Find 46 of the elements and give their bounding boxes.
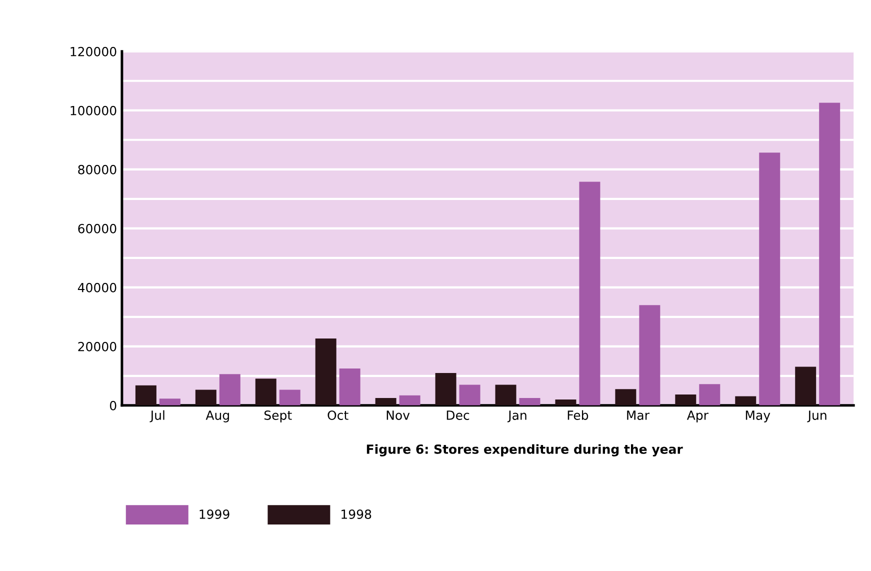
x-tick-label: May xyxy=(746,410,770,422)
y-tick-label: 80000 xyxy=(78,164,116,174)
legend-label: 1998 xyxy=(342,510,372,519)
x-tick-label: Sept xyxy=(264,410,292,422)
x-tick-label: Dec xyxy=(446,410,470,420)
x-tick-label: Oct xyxy=(328,410,348,420)
bar xyxy=(375,398,396,406)
bar xyxy=(195,390,216,406)
bar xyxy=(615,389,636,406)
x-tick-label: Feb xyxy=(568,410,588,420)
bar xyxy=(795,366,816,406)
x-tick-label: Apr xyxy=(686,410,708,422)
bar xyxy=(675,394,696,406)
bar xyxy=(339,368,360,406)
y-tick-label: 40000 xyxy=(78,282,116,292)
text: Figure 6: Stores expenditure during the year xyxy=(366,444,683,456)
bar xyxy=(735,396,756,406)
bar xyxy=(759,152,780,406)
bar xyxy=(519,398,540,406)
bar xyxy=(495,384,516,406)
y-tick-label: 120000 xyxy=(70,46,116,56)
bar xyxy=(135,385,156,406)
x-tick-label: Jan xyxy=(507,410,526,422)
bar xyxy=(315,338,336,406)
y-tick-label: 20000 xyxy=(78,342,116,352)
bar xyxy=(555,400,576,406)
legend-label: 1999 xyxy=(200,510,230,519)
bar xyxy=(279,390,300,406)
x-tick-label: Jun xyxy=(807,410,826,422)
bar xyxy=(255,378,276,406)
y-tick-label: 60000 xyxy=(78,224,116,234)
bar xyxy=(579,182,600,406)
y-tick-label: 0 xyxy=(110,400,116,410)
bar xyxy=(699,384,720,406)
bar xyxy=(819,102,840,406)
bar xyxy=(435,372,456,406)
bar xyxy=(639,305,660,406)
bar xyxy=(219,374,240,406)
x-tick-label: Mar xyxy=(627,410,650,420)
bar xyxy=(399,395,420,406)
x-tick-label: Nov xyxy=(386,410,410,420)
y-tick-label: 100000 xyxy=(70,106,116,116)
x-tick-label: Aug xyxy=(206,410,229,422)
bar xyxy=(459,384,480,406)
x-tick-label: Jul xyxy=(150,410,164,422)
bar xyxy=(159,398,180,406)
